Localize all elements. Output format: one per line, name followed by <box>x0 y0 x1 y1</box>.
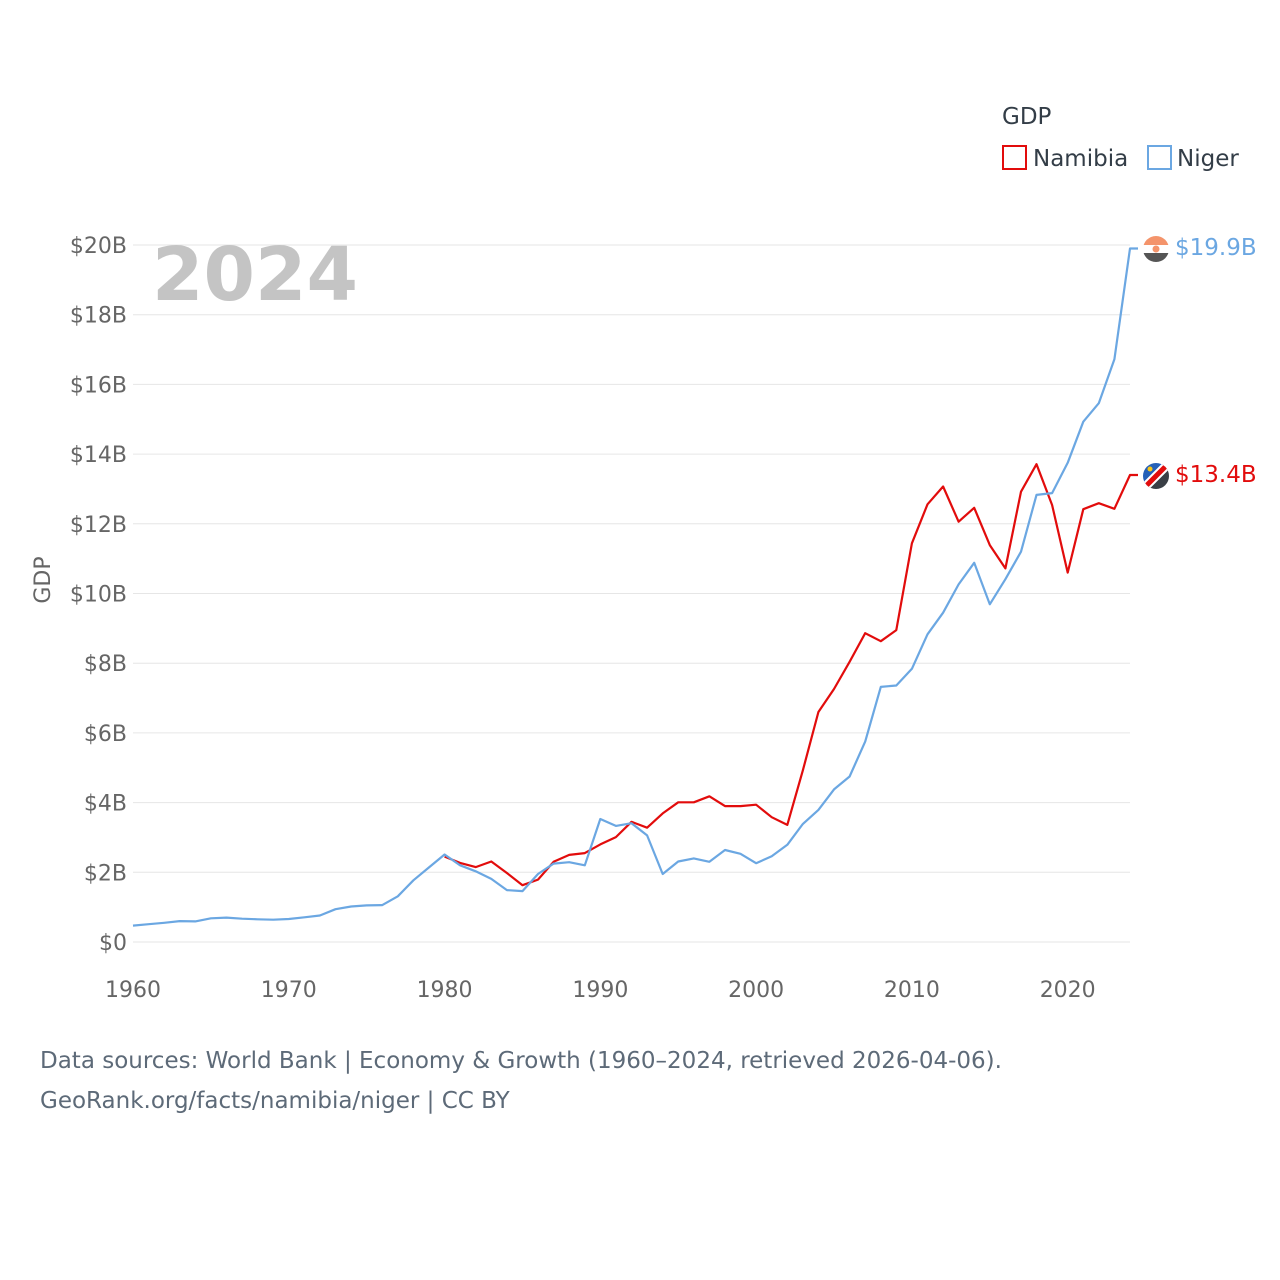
x-tick-label: 2000 <box>728 978 784 1003</box>
series-line-niger[interactable] <box>132 247 1138 927</box>
legend: GDP Namibia Niger <box>1002 104 1239 172</box>
x-tick-label: 1980 <box>417 978 473 1003</box>
legend-swatch-niger[interactable] <box>1147 145 1172 170</box>
source-line-2[interactable]: GeoRank.org/facts/namibia/niger | CC BY <box>40 1088 511 1114</box>
namibia-flag-icon <box>1143 463 1169 489</box>
x-tick-label: 2020 <box>1040 978 1096 1003</box>
year-watermark: 2024 <box>152 232 358 318</box>
y-axis-ticks: $0 $2B $4B $6B $8B $10B $12B $14B $16B $18B $20B <box>70 234 127 956</box>
x-tick-label: 1970 <box>261 978 317 1003</box>
y-tick-label: $20B <box>70 234 127 259</box>
y-tick-label: $14B <box>70 443 127 468</box>
niger-flag-icon <box>1143 236 1169 262</box>
y-tick-label: $4B <box>84 792 127 817</box>
legend-label-niger[interactable]: Niger <box>1177 146 1239 172</box>
y-tick-label: $0 <box>99 931 127 956</box>
legend-title: GDP <box>1002 104 1052 130</box>
y-tick-label: $12B <box>70 513 127 538</box>
y-tick-label: $16B <box>70 373 127 398</box>
end-label-niger: $19.9B <box>1175 235 1257 261</box>
legend-label-namibia[interactable]: Namibia <box>1033 146 1128 172</box>
y-tick-label: $18B <box>70 304 127 329</box>
source-line-1: Data sources: World Bank | Economy & Gro… <box>40 1048 1002 1074</box>
y-tick-label: $8B <box>84 652 127 677</box>
x-tick-label: 1960 <box>105 978 161 1003</box>
end-label-namibia: $13.4B <box>1175 462 1257 488</box>
y-tick-label: $10B <box>70 583 127 608</box>
x-axis-ticks: 1960 1970 1980 1990 2000 2010 2020 <box>105 978 1096 1003</box>
y-tick-label: $6B <box>84 722 127 747</box>
y-axis-title: GDP <box>31 556 56 603</box>
y-tick-label: $2B <box>84 861 127 886</box>
x-tick-label: 2010 <box>884 978 940 1003</box>
x-tick-label: 1990 <box>572 978 628 1003</box>
grid-lines <box>133 244 1130 943</box>
legend-swatch-namibia[interactable] <box>1002 145 1027 170</box>
series-line-namibia[interactable] <box>444 463 1138 887</box>
series-lines <box>132 247 1138 927</box>
